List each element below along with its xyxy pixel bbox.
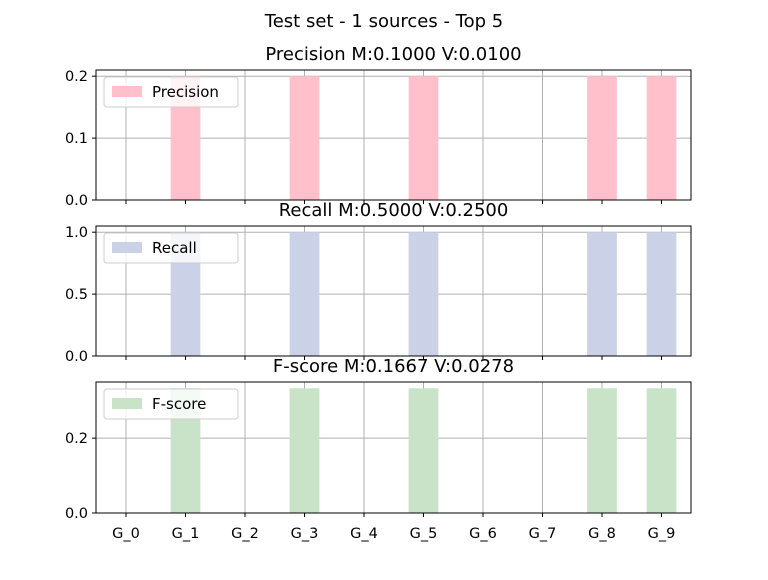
bar-G_3 bbox=[289, 76, 320, 200]
bar-G_8 bbox=[587, 388, 617, 513]
y-tick-label: 0.5 bbox=[65, 287, 88, 303]
bar-G_3 bbox=[289, 388, 320, 513]
bar-G_9 bbox=[646, 76, 677, 200]
bar-G_5 bbox=[408, 232, 439, 356]
legend: Recall bbox=[103, 232, 239, 264]
plot-panel-1: Recall M:0.5000 V:0.2500 0.0 0.5 1.0 Recall bbox=[65, 200, 692, 365]
bar-G_5 bbox=[408, 388, 439, 513]
axes-frame bbox=[95, 381, 692, 514]
bar-G_8 bbox=[587, 76, 617, 200]
x-tick-label: G_8 bbox=[588, 526, 616, 542]
y-tick-label: 0.0 bbox=[65, 193, 88, 209]
y-tick-label: 0.2 bbox=[65, 431, 88, 447]
x-tick-label: G_9 bbox=[648, 526, 676, 542]
legend-label: F-score bbox=[152, 395, 206, 413]
x-tick-label: G_7 bbox=[529, 526, 557, 542]
figure-suptitle: Test set - 1 sources - Top 5 bbox=[264, 11, 503, 32]
bar-G_3 bbox=[289, 232, 320, 356]
bar-G_9 bbox=[646, 232, 677, 356]
legend-swatch bbox=[112, 398, 142, 409]
bar-G_8 bbox=[587, 232, 617, 356]
axes-frame bbox=[95, 225, 692, 357]
y-tick-label: 0.0 bbox=[65, 506, 88, 522]
y-tick-label: 0.1 bbox=[65, 131, 88, 147]
bar-G_5 bbox=[408, 76, 439, 200]
plot-panel-0: Precision M:0.1000 V:0.0100 0.0 0.1 0.2 Prec… bbox=[65, 44, 692, 209]
legend: F-score bbox=[103, 388, 239, 420]
x-tick-label: G_4 bbox=[350, 526, 378, 542]
legend-swatch bbox=[112, 86, 142, 97]
bar-G_9 bbox=[646, 388, 677, 513]
y-tick-label: 0.2 bbox=[65, 69, 88, 85]
legend-box bbox=[103, 388, 239, 420]
axes-frame bbox=[95, 69, 692, 201]
legend-box bbox=[103, 76, 239, 108]
panel-title: Recall M:0.5000 V:0.2500 bbox=[279, 200, 509, 221]
y-tick-label: 0.0 bbox=[65, 349, 88, 365]
legend: Precision bbox=[103, 76, 239, 108]
plot-panel-2: F-score M:0.1667 V:0.0278 0.0 0.2 G_0 G_1 G_2… bbox=[65, 356, 692, 542]
legend-box bbox=[103, 232, 239, 264]
x-tick-label: G_3 bbox=[291, 526, 319, 542]
legend-swatch bbox=[112, 242, 142, 253]
panel-title: Precision M:0.1000 V:0.0100 bbox=[265, 44, 521, 65]
x-tick-label: G_2 bbox=[231, 526, 259, 542]
x-tick-label: G_5 bbox=[410, 526, 438, 542]
x-tick-label: G_1 bbox=[172, 526, 200, 542]
x-tick-label: G_0 bbox=[112, 526, 140, 542]
panel-title: F-score M:0.1667 V:0.0278 bbox=[273, 356, 514, 377]
x-tick-label: G_6 bbox=[469, 526, 497, 542]
legend-label: Recall bbox=[152, 239, 197, 257]
y-tick-label: 1.0 bbox=[65, 225, 88, 241]
legend-label: Precision bbox=[152, 83, 219, 101]
